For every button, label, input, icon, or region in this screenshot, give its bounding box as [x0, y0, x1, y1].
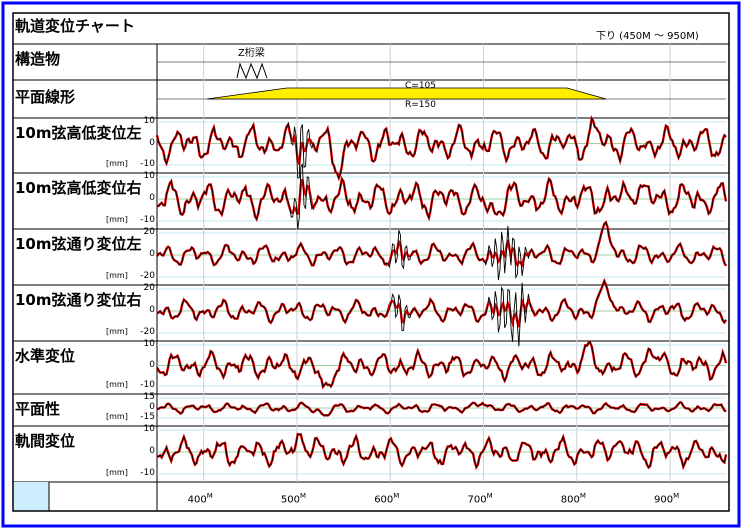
x-tick-label: 700M [467, 492, 493, 506]
track-label: 軌間変位 [15, 432, 76, 450]
track-unit-label: [mm] [106, 215, 128, 224]
track-unit-label: [mm] [106, 159, 128, 168]
series-measured-track-0 [155, 115, 727, 182]
y-tick-label: 10 [143, 171, 155, 181]
radius-label: R=150 [405, 100, 436, 110]
y-tick-label: 10 [143, 339, 155, 349]
y-tick-label: -10 [140, 380, 155, 390]
cant-shape [206, 87, 607, 100]
y-tick-label: 20 [143, 227, 155, 237]
alignment-row-label: 平面線形 [15, 88, 76, 106]
x-tick-label: 800M [560, 492, 586, 506]
track-unit-label: [mm] [106, 271, 128, 280]
x-tick-label: 600M [374, 492, 400, 506]
series-raw-track-5 [156, 401, 727, 416]
x-tick-label: 500M [280, 492, 307, 506]
y-tick-label: -10 [140, 159, 155, 169]
series-raw-track-0 [156, 117, 727, 180]
inner-border [12, 12, 730, 512]
track-label: 10m弦通り変位右 [15, 291, 142, 309]
y-tick-label: -20 [140, 271, 155, 281]
structure-row-label: 構造物 [15, 50, 61, 68]
x-tick-label: 400M [187, 492, 213, 506]
chart-title: 軌道変位チャート [15, 17, 135, 35]
y-tick-label: 0 [149, 249, 155, 259]
track-unit-label: [mm] [106, 380, 128, 389]
y-tick-label: 0 [149, 446, 155, 456]
track-label: 10m弦高低変位左 [15, 124, 142, 142]
track-unit-label: [mm] [106, 412, 128, 421]
y-tick-label: -20 [140, 327, 155, 337]
y-tick-label: 0 [149, 402, 155, 412]
y-tick-label: -10 [140, 468, 155, 478]
y-tick-label: 10 [143, 116, 155, 126]
track-label: 水準変位 [15, 347, 76, 365]
x-tick-label: 900M [654, 492, 680, 506]
structure-item-label: Z桁梁 [238, 48, 265, 59]
y-tick-label: -10 [140, 215, 155, 225]
bridge-symbol [236, 62, 268, 80]
y-tick-label: 20 [143, 283, 155, 293]
cant-label: C=105 [405, 81, 437, 91]
y-tick-label: 0 [149, 137, 155, 148]
y-tick-label: 15 [143, 392, 155, 402]
track-label: 10m弦通り変位左 [15, 235, 142, 253]
track-unit-label: [mm] [106, 327, 128, 336]
series-raw-track-4 [156, 342, 727, 388]
track-label: 10m弦高低変位右 [15, 179, 142, 197]
track-unit-label: [mm] [106, 468, 128, 477]
track-label: 平面性 [15, 400, 61, 418]
y-tick-label: -15 [140, 412, 155, 422]
series-raw-track-3 [156, 279, 727, 347]
y-tick-label: 0 [149, 305, 155, 315]
corner-fill [13, 482, 49, 511]
y-tick-label: 0 [149, 359, 155, 370]
direction-range: 下り (450M ～ 950M) [596, 31, 699, 42]
series-raw-track-2 [156, 221, 727, 281]
series-raw-track-1 [156, 163, 727, 230]
series-raw-track-6 [156, 433, 727, 469]
y-tick-label: 10 [143, 424, 155, 434]
y-tick-label: 0 [149, 193, 155, 203]
